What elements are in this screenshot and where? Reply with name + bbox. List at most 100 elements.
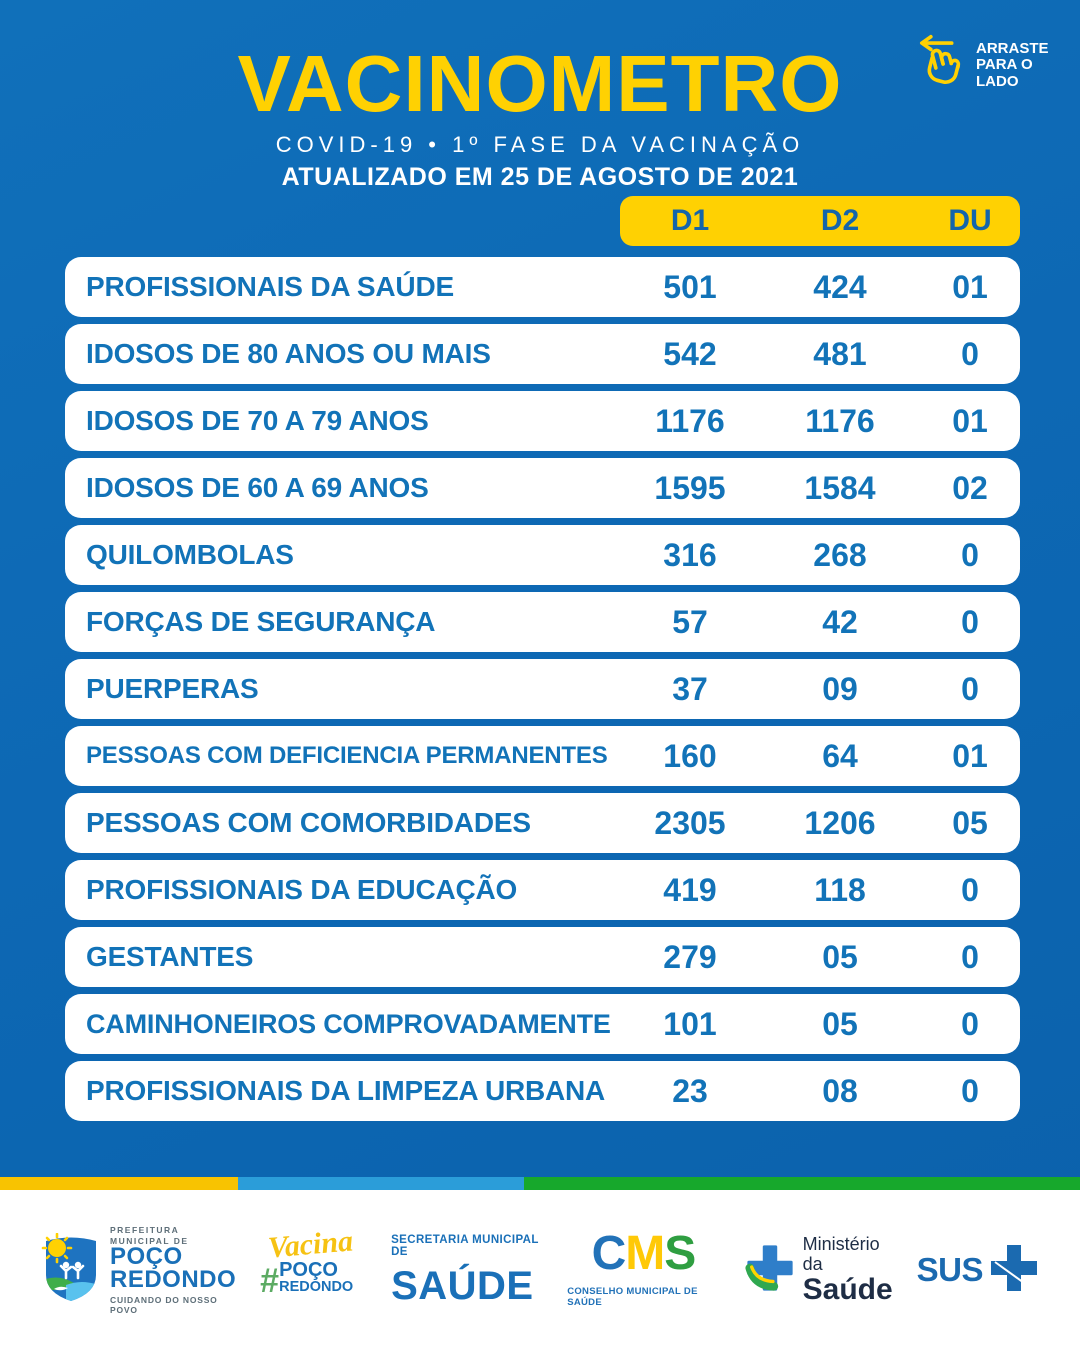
sus-cross-icon xyxy=(988,1242,1040,1299)
secretaria-line1: SECRETARIA MUNICIPAL DE xyxy=(391,1234,539,1258)
vaccination-table: D1 D2 DU PROFISSIONAIS DA SAÚDE 501 424 … xyxy=(65,196,1020,1128)
row-du-value: 01 xyxy=(952,268,988,305)
row-label: GESTANTES xyxy=(86,941,254,972)
row-d1-value: 37 xyxy=(672,670,708,707)
tricolor-stripe xyxy=(0,1177,1080,1190)
prefeitura-line2: MUNICIPAL DE xyxy=(110,1235,189,1246)
prefeitura-line1: PREFEITURA xyxy=(110,1225,180,1236)
table-row: PUERPERAS 37 09 0 xyxy=(65,659,1020,719)
row-d1-value: 2305 xyxy=(654,804,726,841)
row-d2-value: 268 xyxy=(813,536,867,573)
poco-redondo-shield-icon xyxy=(40,1232,102,1308)
row-du-value: 0 xyxy=(961,670,979,707)
vacina-title2: REDONDO xyxy=(279,1279,354,1295)
row-d2-value: 118 xyxy=(814,871,866,908)
logo-sus: SUS xyxy=(917,1242,1040,1299)
page-title: VACINOMETRO xyxy=(237,39,843,128)
table-row: PROFISSIONAIS DA LIMPEZA URBANA 23 08 0 xyxy=(65,1061,1020,1121)
stripe-lightblue-segment xyxy=(238,1177,524,1190)
row-label: PUERPERAS xyxy=(86,673,259,704)
column-header-du: DU xyxy=(948,204,992,237)
row-d1-value: 57 xyxy=(672,603,708,640)
subtitle: COVID-19 • 1º FASE DA VACINAÇÃO xyxy=(275,132,805,157)
row-label: IDOSOS DE 60 A 69 ANOS xyxy=(86,472,429,503)
stripe-green-segment xyxy=(524,1177,1080,1190)
row-label: PESSOAS COM COMORBIDADES xyxy=(86,807,531,838)
ministerio-line1: Ministério da xyxy=(802,1234,880,1274)
sus-label: SUS xyxy=(916,1251,984,1288)
stripe-yellow-segment xyxy=(0,1177,238,1190)
prefeitura-title1: POÇO xyxy=(110,1243,183,1271)
swipe-hand-icon xyxy=(910,34,968,97)
row-du-value: 02 xyxy=(952,469,988,506)
row-d2-value: 05 xyxy=(822,938,858,975)
logo-ministerio-saude: Ministério da Saúde xyxy=(744,1234,893,1306)
table-header: D1 D2 DU xyxy=(65,196,1020,246)
row-du-value: 01 xyxy=(952,402,988,439)
table-row: GESTANTES 279 05 0 xyxy=(65,927,1020,987)
row-d1-value: 316 xyxy=(663,536,717,573)
row-d1-value: 1595 xyxy=(654,469,726,506)
row-du-value: 0 xyxy=(961,335,979,372)
row-d1-value: 23 xyxy=(672,1072,708,1109)
row-label: PROFISSIONAIS DA LIMPEZA URBANA xyxy=(86,1075,606,1106)
row-d1-value: 501 xyxy=(663,268,717,305)
row-du-value: 0 xyxy=(961,603,979,640)
column-header-d2: D2 xyxy=(820,204,860,237)
row-d2-value: 42 xyxy=(822,603,858,640)
logo-secretaria-saude: SECRETARIA MUNICIPAL DE SAÚDE xyxy=(391,1234,543,1306)
prefeitura-tagline: CUIDANDO DO NOSSO POVO xyxy=(110,1294,218,1315)
table-row: PROFISSIONAIS DA EDUCAÇÃO 419 118 0 xyxy=(65,860,1020,920)
row-d1-value: 101 xyxy=(663,1005,717,1042)
row-d1-value: 1176 xyxy=(655,402,725,439)
row-du-value: 0 xyxy=(961,536,979,573)
row-label: FORÇAS DE SEGURANÇA xyxy=(86,606,436,637)
logo-cms: CMS CONSELHO MUNICIPAL DE SAÚDE xyxy=(567,1230,719,1308)
row-d1-value: 542 xyxy=(663,335,717,372)
row-d2-value: 1584 xyxy=(804,469,876,506)
hashtag-icon: # xyxy=(260,1262,280,1300)
prefeitura-title2: REDONDO xyxy=(110,1266,237,1294)
row-d2-value: 1176 xyxy=(805,402,875,439)
row-d1-value: 279 xyxy=(663,938,717,975)
footer-logos: PREFEITURA MUNICIPAL DE POÇO REDONDO CUI… xyxy=(0,1190,1080,1350)
ministerio-cross-icon xyxy=(744,1242,796,1299)
row-label: PESSOAS COM DEFICIENCIA PERMANENTES xyxy=(86,742,608,769)
logo-vacina-poco-redondo: Vacina # POÇO REDONDO xyxy=(260,1224,367,1312)
table-row: IDOSOS DE 70 A 79 ANOS 1176 1176 01 xyxy=(65,391,1020,451)
table-header-background xyxy=(620,196,1020,246)
vacina-title1: POÇO xyxy=(279,1259,338,1281)
table-row: PESSOAS COM COMORBIDADES 2305 1206 05 xyxy=(65,793,1020,853)
table-body: PROFISSIONAIS DA SAÚDE 501 424 01 IDOSOS… xyxy=(65,257,1020,1121)
updated-date: ATUALIZADO EM 25 DE AGOSTO DE 2021 xyxy=(281,163,799,191)
cms-letter-s: S xyxy=(664,1227,696,1281)
logo-prefeitura-poco-redondo: PREFEITURA MUNICIPAL DE POÇO REDONDO CUI… xyxy=(40,1225,236,1315)
ministerio-line2: Saúde xyxy=(802,1272,893,1306)
row-label: PROFISSIONAIS DA SAÚDE xyxy=(86,271,454,302)
row-du-value: 0 xyxy=(961,1072,979,1109)
secretaria-title: SAÚDE xyxy=(391,1264,534,1308)
row-label: PROFISSIONAIS DA EDUCAÇÃO xyxy=(86,874,518,905)
row-d2-value: 481 xyxy=(813,335,867,372)
cms-letter-c: C xyxy=(591,1227,627,1281)
row-d2-value: 09 xyxy=(822,670,858,707)
row-d2-value: 08 xyxy=(822,1072,858,1109)
row-d2-value: 05 xyxy=(822,1005,858,1042)
row-d2-value: 1206 xyxy=(804,804,876,841)
table-row: QUILOMBOLAS 316 268 0 xyxy=(65,525,1020,585)
table-row: PROFISSIONAIS DA SAÚDE 501 424 01 xyxy=(65,257,1020,317)
row-du-value: 01 xyxy=(952,737,988,774)
row-d2-value: 424 xyxy=(813,268,867,305)
row-du-value: 05 xyxy=(952,804,988,841)
table-row: PESSOAS COM DEFICIENCIA PERMANENTES 160 … xyxy=(65,726,1020,786)
column-header-d1: D1 xyxy=(670,204,710,237)
cms-tagline: CONSELHO MUNICIPAL DE SAÚDE xyxy=(567,1285,698,1308)
header: VACINOMETRO COVID-19 • 1º FASE DA VACINA… xyxy=(0,0,1080,192)
swipe-hint[interactable]: ARRASTE PARA O LADO xyxy=(910,34,1054,97)
row-d1-value: 160 xyxy=(663,737,717,774)
row-label: CAMINHONEIROS COMPROVADAMENTE xyxy=(86,1008,611,1039)
table-row: IDOSOS DE 80 ANOS OU MAIS 542 481 0 xyxy=(65,324,1020,384)
row-du-value: 0 xyxy=(961,871,979,908)
row-du-value: 0 xyxy=(961,1005,979,1042)
